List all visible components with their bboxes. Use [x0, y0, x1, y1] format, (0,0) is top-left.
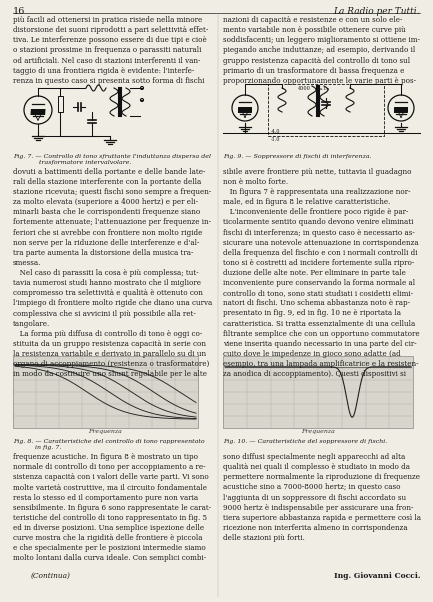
Bar [58, 96, 62, 112]
Text: (Continua): (Continua) [31, 572, 71, 580]
Text: Fig. 7. — Controllo di tono sfruttante l'induttanza dispersa del
             tr: Fig. 7. — Controllo di tono sfruttante l… [13, 154, 211, 166]
Text: dovuti a battimenti della portante e delle bande late-
rali della stazione inter: dovuti a battimenti della portante e del… [13, 168, 212, 378]
Text: Frequenza: Frequenza [89, 429, 123, 434]
Text: Frequenza: Frequenza [301, 429, 335, 434]
Bar [223, 356, 413, 428]
Text: Fig. 8. — Caratteristiche del controllo di tono rappresentato
           in fig.: Fig. 8. — Caratteristiche del controllo … [13, 439, 205, 450]
Text: Fig. 10. — Caratteristiche del soppressore di fischi.: Fig. 10. — Caratteristiche del soppresso… [223, 439, 387, 444]
Text: più facili ad ottenersi in pratica risiede nella minore
distorsione dei suoni ri: più facili ad ottenersi in pratica risie… [13, 16, 208, 85]
Text: 4000: 4000 [297, 86, 310, 91]
Text: nazioni di capacità e resistenze e con un solo ele-
mento variabile non è possib: nazioni di capacità e resistenze e con u… [223, 16, 420, 85]
Text: La.Lu: La.Lu [318, 87, 330, 91]
Text: La Radio per Tutti.: La Radio per Tutti. [333, 7, 420, 16]
Bar [13, 356, 198, 428]
Text: 16: 16 [13, 7, 26, 16]
Text: Fig. 9. — Soppressore di fischi di interferenza.: Fig. 9. — Soppressore di fischi di inter… [223, 154, 372, 159]
Bar [268, 84, 384, 136]
Text: sibile avere frontiere più nette, tuttavia il guadagno
non è molto forte.
   In : sibile avere frontiere più nette, tuttav… [223, 168, 420, 378]
Text: Ing. Giovanni Cocci.: Ing. Giovanni Cocci. [333, 572, 420, 580]
Text: -4.0: -4.0 [271, 129, 281, 134]
Text: sono diffusi specialmente negli apparecchi ad alta
qualità nei quali il compless: sono diffusi specialmente negli apparecc… [223, 453, 421, 542]
Text: -1.0: -1.0 [271, 137, 281, 142]
Text: frequenze acustiche. In figura 8 è mostrato un tipo
normale di controllo di tono: frequenze acustiche. In figura 8 è mostr… [13, 453, 211, 562]
